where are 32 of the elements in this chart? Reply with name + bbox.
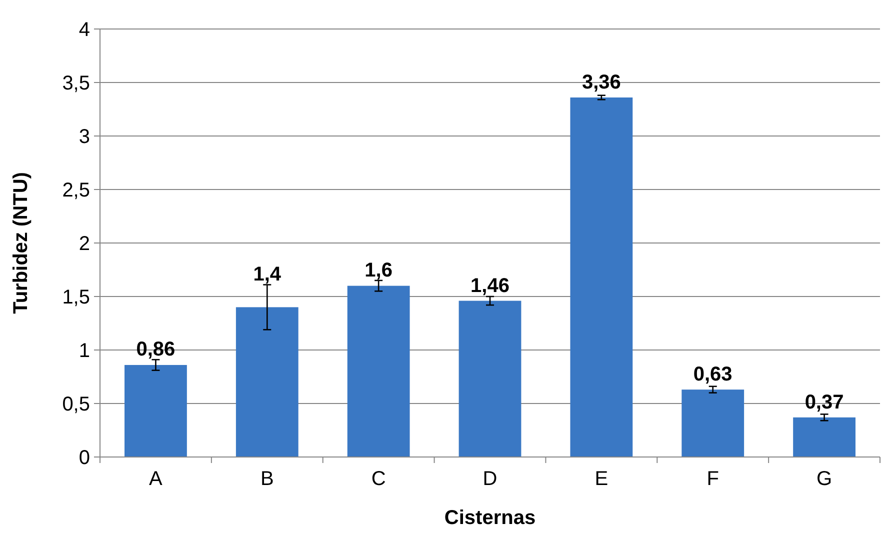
y-tick-label: 1,5 <box>62 286 90 308</box>
bar <box>458 300 522 457</box>
y-tick-label: 3,5 <box>62 72 90 94</box>
x-tick-label: D <box>482 468 498 490</box>
data-label: 1,46 <box>470 274 510 297</box>
data-label: 3,36 <box>582 71 621 94</box>
x-tick-label: A <box>149 468 164 490</box>
x-tick-label: E <box>594 468 608 490</box>
bar <box>124 364 187 457</box>
x-tick-label: C <box>371 468 386 490</box>
y-tick-label: 3 <box>78 126 90 148</box>
bar <box>570 97 633 457</box>
x-tick-label: B <box>260 468 274 490</box>
y-tick-label: 2,5 <box>62 180 90 202</box>
y-tick-label: 0,5 <box>62 394 90 416</box>
y-tick-label: 1 <box>78 340 90 362</box>
data-label: 1,4 <box>253 264 282 286</box>
bar <box>236 307 298 457</box>
x-tick-label: G <box>816 468 832 490</box>
data-label: 0,37 <box>804 391 844 414</box>
data-label: 0,63 <box>693 364 732 386</box>
y-tick-label: 0 <box>78 447 90 469</box>
x-tick-label: F <box>706 468 719 490</box>
bar <box>347 286 410 457</box>
x-axis-title: Cisternas <box>444 507 536 529</box>
bar <box>682 390 744 457</box>
bar <box>793 417 856 457</box>
y-tick-label: 4 <box>78 19 90 41</box>
y-tick-label: 2 <box>78 233 90 255</box>
y-axis-title: Turbidez (NTU) <box>10 172 32 314</box>
data-label: 0,86 <box>136 338 176 361</box>
data-label: 1,6 <box>364 259 392 282</box>
